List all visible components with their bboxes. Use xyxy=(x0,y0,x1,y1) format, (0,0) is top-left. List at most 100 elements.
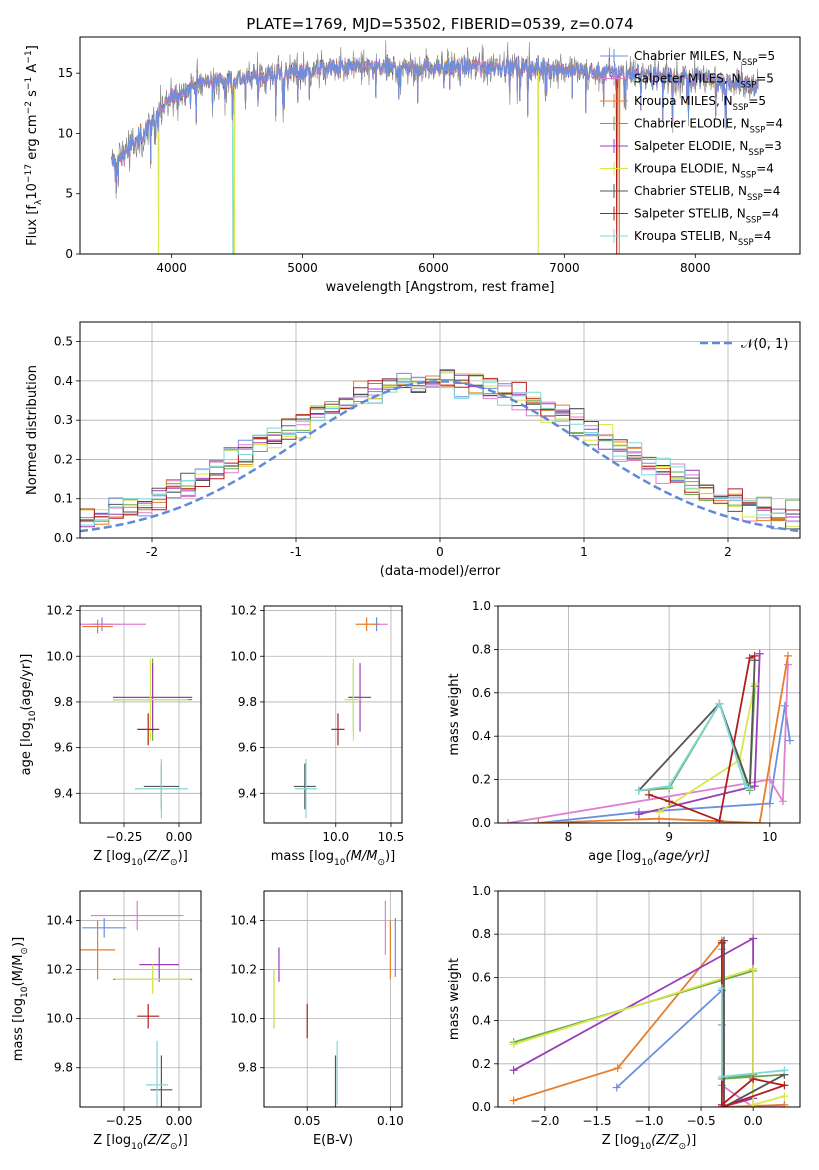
errorbar-salpeter-miles xyxy=(91,900,184,931)
x-tick-label: −1.5 xyxy=(582,1114,611,1128)
errorbar-salpeter-elodie xyxy=(349,663,372,732)
errorbar-salpeter-stelib xyxy=(137,1003,160,1029)
y-tick-label: 10.2 xyxy=(46,604,73,618)
panel-mass-vs-ebv: 0.05 0.10 9.8 10.0 10.2 10.4 E(B-V) xyxy=(230,890,404,1148)
y-axis-label: mass weight xyxy=(447,673,462,755)
weight-marker xyxy=(715,699,724,708)
legend-entry-salpeter-stelib: Salpeter STELIB, NSSP=4 xyxy=(634,207,779,225)
weight-marker xyxy=(665,782,674,791)
y-tick-label: 0.2 xyxy=(472,773,491,787)
errorbar-kroupa-elodie xyxy=(115,964,190,995)
weight-marker xyxy=(765,799,774,808)
y-tick-label: 10.4 xyxy=(230,913,257,927)
errorbar-kroupa-miles xyxy=(355,617,378,632)
axes-frame xyxy=(497,605,801,824)
weight-marker xyxy=(745,784,754,793)
errorbar-kroupa-stelib xyxy=(294,759,317,819)
weight-line-chabrier-stelib xyxy=(723,940,785,1107)
weight-marker xyxy=(717,1072,726,1081)
x-axis-label: Z [log10(Z/Z⊙)] xyxy=(93,1133,188,1152)
x-tick-label: 8 xyxy=(565,830,573,844)
x-tick-label: 6000 xyxy=(418,261,449,275)
x-tick-label: 0.10 xyxy=(377,1114,404,1128)
x-tick-label: 0.0 xyxy=(744,1114,763,1128)
y-tick-label: 9.8 xyxy=(238,1061,257,1075)
y-tick-label: 10.0 xyxy=(230,1012,257,1026)
x-tick-label: 1 xyxy=(580,545,588,559)
weight-marker xyxy=(783,651,792,660)
errorbar-salpeter-elodie xyxy=(139,947,179,982)
errorbar-chabrier-miles xyxy=(82,918,127,938)
x-tick-label: 2 xyxy=(724,545,732,559)
legend-entry-kroupa-stelib: Kroupa STELIB, NSSP=4 xyxy=(634,229,771,247)
weight-marker xyxy=(715,816,724,823)
weight-marker xyxy=(749,1100,758,1107)
weight-line-kroupa-elodie xyxy=(658,683,756,813)
y-tick-label: 10.2 xyxy=(46,963,73,977)
legend-entry-salpeter-elodie: Salpeter ELODIE, NSSP=3 xyxy=(634,139,782,157)
weight-line-chabrier-stelib xyxy=(638,660,756,792)
panel-age-vs-mass: 10.0 10.5 9.4 9.6 9.8 10.0 10.2 mass [log10(M/M… xyxy=(230,604,404,868)
weight-marker xyxy=(717,938,726,947)
x-tick-label: 10.0 xyxy=(322,830,349,844)
x-axis-label: age [log10(age/yr)] xyxy=(588,849,710,868)
weight-marker xyxy=(780,1081,789,1090)
x-tick-label: 0.05 xyxy=(294,1114,321,1128)
y-tick-label: 0.1 xyxy=(54,492,73,506)
weight-line-chabrier-elodie xyxy=(638,686,756,792)
errorbar-kroupa-elodie xyxy=(344,658,363,741)
y-tick-label: 10.2 xyxy=(230,604,257,618)
axes-frame xyxy=(79,605,202,824)
y-tick-label: 0.4 xyxy=(54,374,73,388)
y-tick-label: 9.8 xyxy=(238,695,257,709)
plot-area xyxy=(80,617,193,819)
y-tick-label: 9.4 xyxy=(238,786,257,800)
x-tick-label: 0.00 xyxy=(166,1114,193,1128)
legend-entry-salpeter-miles: Salpeter MILES, NSSP=5 xyxy=(634,72,774,90)
errorbar-kroupa-stelib xyxy=(135,759,188,819)
legend-entry-normal: 𝒩(0, 1) xyxy=(741,337,788,352)
x-axis-label: wavelength [Angstrom, rest frame] xyxy=(326,280,555,295)
normal-curve xyxy=(80,380,800,533)
y-tick-label: 9.4 xyxy=(54,786,73,800)
histogram-salpeter-stelib xyxy=(80,374,800,533)
x-tick-label: 7000 xyxy=(549,261,580,275)
y-tick-label: 10.0 xyxy=(230,649,257,663)
y-tick-label: 0.0 xyxy=(472,1100,491,1114)
weight-marker xyxy=(634,786,643,795)
x-axis-label: (data-model)/error xyxy=(380,564,501,579)
weight-marker xyxy=(780,701,789,710)
y-tick-label: 1.0 xyxy=(472,599,491,613)
figure-title: PLATE=1769, MJD=53502, FIBERID=0539, z=0… xyxy=(246,15,633,33)
y-tick-label: 1.0 xyxy=(472,884,491,898)
model-chabrier-miles xyxy=(110,54,759,194)
x-tick-label: 4000 xyxy=(156,261,187,275)
x-tick-label: 0.00 xyxy=(166,830,193,844)
x-axis-label: Z [log10(Z/Z⊙)] xyxy=(602,1133,697,1152)
y-axis-label: mass weight xyxy=(447,958,462,1040)
x-tick-label: −2.0 xyxy=(530,1114,559,1128)
x-axis-label: mass [log10(M/M⊙)] xyxy=(271,849,395,868)
x-tick-label: -1 xyxy=(290,545,302,559)
x-tick-label: -2 xyxy=(146,545,158,559)
weight-marker xyxy=(780,1100,789,1107)
errorbar-salpeter-stelib xyxy=(137,713,160,746)
errorbar-kroupa-stelib xyxy=(146,1040,168,1107)
panel-weight-vs-age: 8 9 10 0.0 0.2 0.4 0.6 0.8 1.0 age [log10(age/yr)… xyxy=(447,599,801,868)
weight-marker xyxy=(613,1064,622,1073)
y-tick-label: 0.5 xyxy=(54,335,73,349)
legend-entry-chabrier-stelib: Chabrier STELIB, NSSP=4 xyxy=(634,184,780,202)
y-tick-label: 10.2 xyxy=(230,963,257,977)
plot-area xyxy=(273,900,396,1107)
x-tick-label: 5000 xyxy=(287,261,318,275)
legend: Chabrier MILES, NSSP=5 Salpeter MILES, NS… xyxy=(600,49,783,247)
y-tick-label: 0.4 xyxy=(472,1014,491,1028)
weight-line-kroupa-miles xyxy=(538,655,789,823)
x-axis-label: E(B-V) xyxy=(313,1133,353,1148)
weight-marker xyxy=(740,779,749,788)
weight-marker xyxy=(634,810,643,819)
y-axis-label: Flux [fλ10−17 erg cm−2 s−1 A−1] xyxy=(24,45,44,246)
x-tick-label: −0.25 xyxy=(106,830,143,844)
panel-mass-vs-z: −0.25 0.00 9.8 10.0 10.2 10.4 Z [log10(Z/Z⊙)] m… xyxy=(11,890,202,1152)
